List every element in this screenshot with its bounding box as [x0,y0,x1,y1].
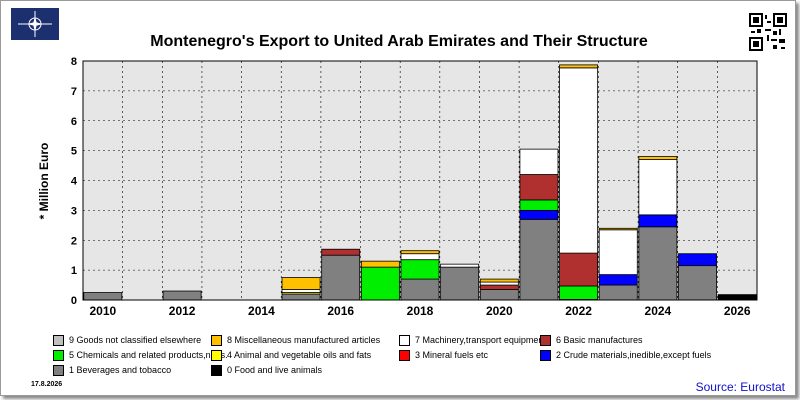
legend-item: 2 Crude materials,inedible,except fuels [540,348,711,362]
bar-segment-2020-8 [479,278,519,283]
bar-segment-2022-6 [559,252,599,287]
bar-segment-2015-1 [281,293,321,301]
bar-segment-2018-8 [400,250,440,255]
bar-segment-2018-5 [400,259,440,280]
chart-title: Montenegro's Export to United Arab Emira… [150,33,648,50]
nato-flag-icon [11,8,59,40]
x-tick-label: 2010 [89,304,116,318]
legend-swatch [53,364,64,376]
legend-label: 9 Goods not classified elsewhere [69,335,202,345]
bar-segment-2021-6 [519,174,559,201]
bar-segment-2023-7 [598,229,638,276]
y-tick-label: 6 [71,116,77,128]
bar-segment-2020-6 [479,284,519,290]
bar-segment-2025-1 [678,265,717,301]
source-label: Source: Eurostat [695,380,785,394]
bar-segment-2023-8 [598,227,638,231]
bar-segment-2010-1 [83,292,123,301]
legend-swatch [399,334,410,346]
qr-code-icon [749,13,787,51]
legend-label: 4 Animal and vegetable oils and fats [227,350,372,360]
bar-segment-2024-8 [638,156,678,160]
y-tick-label: 7 [71,86,77,98]
legend-item: 8 Miscellaneous manufactured articles [211,333,380,347]
y-tick-label: 0 [71,295,77,307]
chart-legend: 9 Goods not classified elsewhere 8 Miscel… [53,333,753,381]
bar-segment-2015-7 [281,289,321,293]
legend-label: 7 Machinery,transport equipment [415,335,546,345]
bar-segment-2020-1 [479,289,519,301]
y-tick-label: 3 [71,205,77,217]
bar-segment-2024-1 [638,226,678,301]
y-tick-label: 4 [71,176,78,188]
bar-segment-2023-2 [598,274,638,286]
legend-label: 2 Crude materials,inedible,except fuels [556,350,712,360]
y-axis-label: * Million Euro [37,143,51,220]
legend-swatch [211,334,222,346]
bar-segment-2016-6 [321,248,361,256]
legend-swatch [540,334,551,346]
bar-segment-2020-7 [479,281,519,286]
y-tick-label: 8 [71,56,77,68]
bar-segment-2019-1 [440,266,480,301]
x-tick-label: 2024 [645,304,672,318]
bar-segment-2017-5 [360,266,400,301]
legend-item: 1 Beverages and tobacco [53,363,171,377]
bar-segment-2022-7 [559,67,599,254]
legend-swatch [53,349,64,361]
legend-label: 8 Miscellaneous manufactured articles [227,335,381,345]
legend-item: 5 Chemicals and related products,n.e.s. [53,348,228,362]
legend-swatch [211,364,222,376]
legend-swatch [211,349,222,361]
y-tick-label: 5 [71,146,77,158]
bar-segment-2022-8 [559,64,599,69]
x-tick-label: 2020 [486,304,513,318]
legend-label: 3 Mineral fuels etc [415,350,489,360]
legend-swatch [399,349,410,361]
bar-segment-2016-1 [321,254,361,301]
bar-segment-2025-2 [678,253,717,267]
plot-border [82,60,758,301]
bar-segment-2015-8 [281,277,321,290]
bar-segment-2019-7 [440,263,480,268]
legend-item: 7 Machinery,transport equipment [399,333,546,347]
bar-segment-2012-1 [162,290,202,301]
y-tick-label: 1 [71,265,77,277]
bar-segment-2018-7 [400,253,440,261]
legend-label: 0 Food and live animals [227,365,323,375]
legend-swatch [53,334,64,346]
date-label: 17.8.2026 [31,381,63,388]
legend-label: 5 Chemicals and related products,n.e.s. [69,350,228,360]
bar-segment-2022-5 [559,285,599,300]
x-tick-label: 2018 [407,304,434,318]
bar-segment-2018-1 [400,278,440,301]
legend-item: 0 Food and live animals [211,363,322,377]
bar-segment-2021-5 [519,199,559,211]
bar-segment-2021-2 [519,209,559,220]
legend-swatch [540,349,551,361]
legend-label: 1 Beverages and tobacco [69,365,172,375]
x-tick-label: 2022 [565,304,592,318]
bar-segment-2023-1 [598,284,638,301]
bar-segment-2024-2 [638,214,678,228]
y-tick-label: 2 [71,235,77,247]
bar-segment-2026-0 [717,294,757,301]
x-tick-label: 2014 [248,304,275,318]
x-tick-label: 2012 [169,304,196,318]
bar-segment-2024-7 [638,159,678,216]
legend-item: 4 Animal and vegetable oils and fats [211,348,371,362]
x-tick-label: 2016 [327,304,354,318]
legend-item: 6 Basic manufactures [540,333,643,347]
bar-segment-2021-1 [519,218,559,301]
legend-item: 9 Goods not classified elsewhere [53,333,201,347]
legend-label: 6 Basic manufactures [556,335,643,345]
bar-segment-2017-8 [360,260,400,268]
x-tick-label: 2026 [724,304,751,318]
legend-item: 3 Mineral fuels etc [399,348,488,362]
bar-segment-2021-7 [519,148,559,175]
